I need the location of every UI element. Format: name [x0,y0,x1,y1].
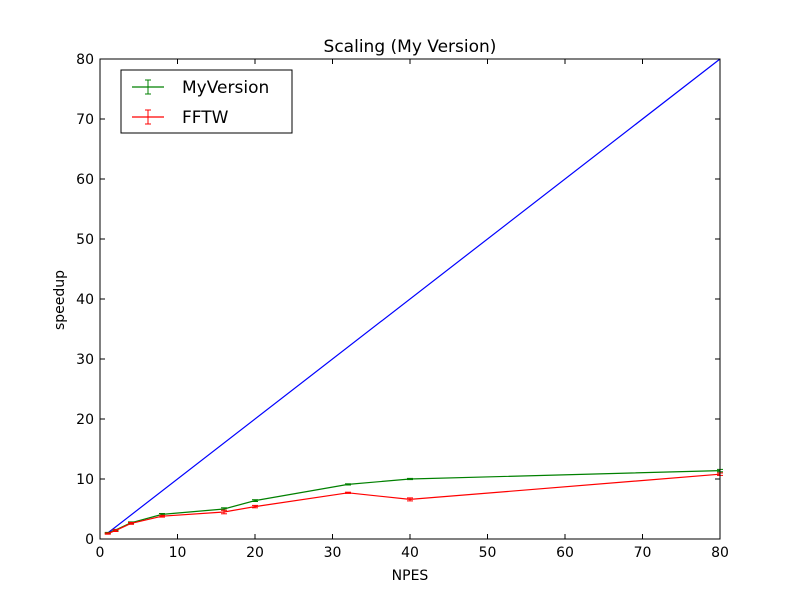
legend-entry-myversion: MyVersion [132,78,269,98]
error-bar-myversion [252,499,258,502]
error-bar-fftw [128,522,134,525]
y-tick-label: 70 [76,112,94,128]
chart-title: Scaling (My Version) [324,37,497,57]
x-tick-label: 0 [96,545,105,561]
error-bar-fftw [221,509,227,515]
legend-label-myversion: MyVersion [182,78,269,98]
y-tick-label: 50 [76,232,94,248]
error-bar-fftw [159,514,165,518]
reference-line [107,58,721,534]
y-tick-label: 40 [76,292,94,308]
y-tick-label: 80 [76,52,94,68]
legend-label-fftw: FFTW [182,108,229,128]
y-tick-label: 30 [76,352,94,368]
x-axis-label: NPES [392,568,429,584]
error-bar-myversion [407,477,413,481]
error-bar-fftw [252,504,258,509]
x-tick-label: 10 [169,545,187,561]
x-tick-label: 70 [634,545,652,561]
error-bar-fftw [104,532,111,535]
x-tick-label: 20 [246,545,264,561]
error-bar-myversion [345,483,351,486]
x-tick-label: 60 [556,545,574,561]
error-bar-fftw [345,491,351,494]
error-bar-fftw [112,529,119,532]
y-tick-label: 60 [76,172,94,188]
y-axis-label: speedup [52,270,68,330]
legend-entry-fftw: FFTW [132,108,229,128]
plot-area: 0 10 20 30 40 50 60 70 80 0 10 20 30 40 50 60 70 80 [76,52,729,561]
y-tick-label: 10 [76,472,94,488]
x-tick-label: 40 [401,545,419,561]
x-tick-label: 30 [324,545,342,561]
x-tick-label: 50 [479,545,497,561]
x-tick-label: 80 [711,545,729,561]
error-bar-fftw [407,497,413,502]
y-tick-label: 0 [85,532,94,548]
y-tick-label: 20 [76,412,94,428]
legend: MyVersion FFTW [120,69,293,134]
